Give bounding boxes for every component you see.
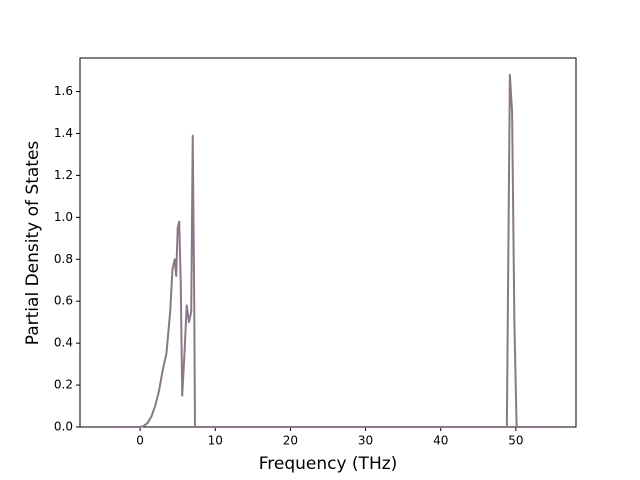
- y-tick-label: 1.2: [54, 168, 73, 182]
- y-tick-label: 0.0: [54, 420, 73, 434]
- y-tick-label: 0.6: [54, 294, 73, 308]
- line-series: [102, 73, 554, 428]
- x-tick-label: 40: [433, 434, 448, 448]
- x-tick-label: 30: [358, 434, 373, 448]
- y-tick-label: 0.8: [54, 252, 73, 266]
- plot-frame: [79, 57, 577, 428]
- y-tick-label: 1.0: [54, 210, 73, 224]
- x-tick-label: 10: [208, 434, 223, 448]
- y-tick-label: 0.4: [54, 336, 73, 350]
- x-tick-label: 20: [283, 434, 298, 448]
- y-tick-label: 1.4: [54, 126, 73, 140]
- x-tick-label: 50: [508, 434, 523, 448]
- x-axis-label: Frequency (THz): [259, 454, 398, 474]
- y-tick-label: 0.2: [54, 378, 73, 392]
- y-tick-label: 1.6: [54, 84, 73, 98]
- y-axis-label: Partial Density of States: [23, 141, 43, 346]
- x-tick-label: 0: [136, 434, 144, 448]
